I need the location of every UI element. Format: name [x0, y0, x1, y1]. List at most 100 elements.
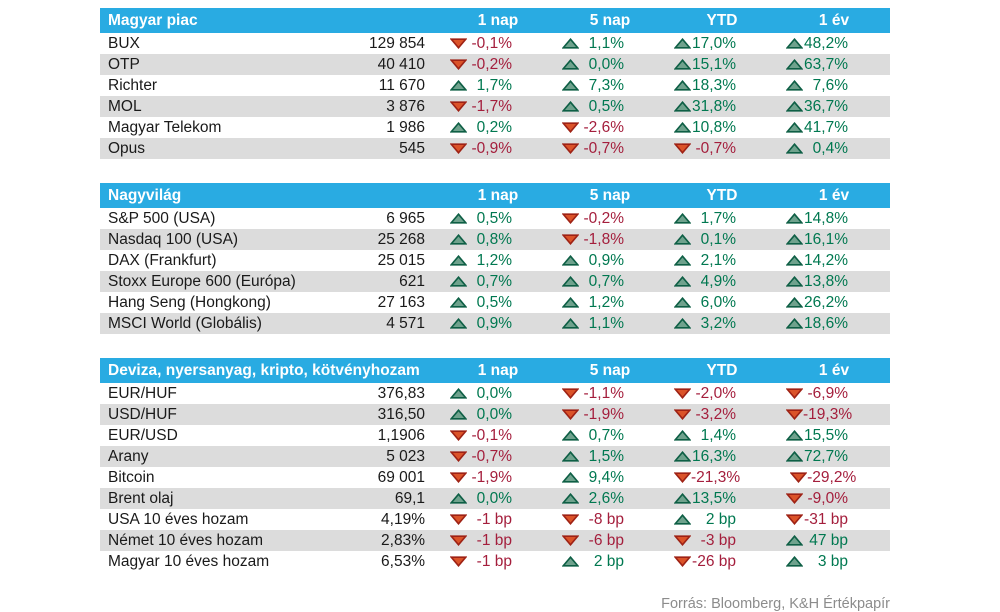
change-cell: 16,3% — [664, 448, 776, 466]
change-cell: 2,1% — [664, 252, 776, 270]
change-value: 0,5% — [588, 97, 624, 115]
change-cell: 1,4% — [664, 427, 776, 445]
instrument-name: Nasdaq 100 (USA) — [108, 230, 239, 248]
down-triangle-icon — [450, 514, 467, 525]
up-triangle-icon — [674, 451, 691, 462]
down-triangle-icon — [562, 388, 579, 399]
change-value: 0,0% — [588, 55, 624, 73]
up-triangle-icon — [562, 101, 579, 112]
up-triangle-icon — [674, 213, 691, 224]
change-value: 0,1% — [700, 230, 736, 248]
up-triangle-icon — [450, 213, 467, 224]
instrument-name: USD/HUF — [108, 405, 177, 423]
change-value: -1 bp — [476, 531, 512, 549]
up-triangle-icon — [786, 59, 803, 70]
table-row: USA 10 éves hozam 4,19% -1 bp -8 bp 2 bp -31 … — [100, 509, 890, 530]
down-triangle-icon — [786, 493, 803, 504]
instrument-value: 1,1906 — [377, 426, 425, 444]
change-value: 0,7% — [588, 272, 624, 290]
change-cell: 0,5% — [440, 294, 552, 312]
market-table-section: Magyar piac 1 nap 5 nap YTD 1 év BUX 129 854 -0… — [100, 8, 890, 159]
instrument-value: 25 015 — [377, 251, 425, 269]
up-triangle-icon — [450, 255, 467, 266]
change-cell: 4,9% — [664, 273, 776, 291]
change-cell: 0,1% — [664, 231, 776, 249]
change-cell: 0,5% — [552, 98, 664, 116]
down-triangle-icon — [562, 122, 579, 133]
change-cell: 1,7% — [664, 210, 776, 228]
change-value: -0,2% — [583, 209, 625, 227]
table-row: Stoxx Europe 600 (Európa) 621 0,7% 0,7% 4,9%… — [100, 271, 890, 292]
table-row: Hang Seng (Hongkong) 27 163 0,5% 1,2% 6,0% 26… — [100, 292, 890, 313]
down-triangle-icon — [450, 430, 467, 441]
up-triangle-icon — [562, 430, 579, 441]
change-value: 1,2% — [588, 293, 624, 311]
up-triangle-icon — [674, 234, 691, 245]
change-cell: 1,2% — [552, 294, 664, 312]
up-triangle-icon — [674, 122, 691, 133]
down-triangle-icon — [450, 38, 467, 49]
change-cell: 18,6% — [776, 315, 888, 333]
up-triangle-icon — [450, 276, 467, 287]
change-value: 2,1% — [700, 251, 736, 269]
change-value: 7,6% — [812, 76, 848, 94]
change-cell: -21,3% — [664, 469, 780, 487]
change-value: -19,3% — [803, 405, 853, 423]
change-value: 6,0% — [700, 293, 736, 311]
change-value: 7,3% — [588, 76, 624, 94]
up-triangle-icon — [674, 255, 691, 266]
table-row: Magyar 10 éves hozam 6,53% -1 bp 2 bp -26 bp… — [100, 551, 890, 572]
change-value: 72,7% — [804, 447, 848, 465]
table-row: Nasdaq 100 (USA) 25 268 0,8% -1,8% 0,1% 16,1% — [100, 229, 890, 250]
change-cell: -1,7% — [440, 98, 552, 116]
change-cell: -6 bp — [552, 532, 664, 550]
change-cell: -26 bp — [664, 553, 776, 571]
change-value: -29,2% — [807, 468, 857, 486]
change-cell: 0,7% — [552, 427, 664, 445]
down-triangle-icon — [674, 472, 691, 483]
column-header: 5 nap — [589, 11, 631, 29]
change-value: 16,1% — [804, 230, 848, 248]
up-triangle-icon — [786, 255, 803, 266]
change-cell: 7,3% — [552, 77, 664, 95]
instrument-value: 6,53% — [381, 552, 425, 570]
market-table-section: Deviza, nyersanyag, kripto, kötvényhozam… — [100, 358, 890, 572]
change-cell: 6,0% — [664, 294, 776, 312]
instrument-value: 6 965 — [386, 209, 425, 227]
change-value: -3 bp — [700, 531, 736, 549]
change-cell: 0,0% — [440, 385, 552, 403]
down-triangle-icon — [562, 535, 579, 546]
change-value: -21,3% — [691, 468, 741, 486]
down-triangle-icon — [786, 409, 803, 420]
table-row: MOL 3 876 -1,7% 0,5% 31,8% 36,7% — [100, 96, 890, 117]
change-value: 1,4% — [700, 426, 736, 444]
change-cell: 1,2% — [440, 252, 552, 270]
change-value: 1,1% — [588, 34, 624, 52]
change-value: 15,5% — [804, 426, 848, 444]
change-cell: -1,8% — [552, 231, 664, 249]
change-value: 47 bp — [809, 531, 848, 549]
change-value: -8 bp — [588, 510, 624, 528]
change-cell: 1,5% — [552, 448, 664, 466]
change-cell: -2,6% — [552, 119, 664, 137]
change-value: 3,2% — [700, 314, 736, 332]
down-triangle-icon — [790, 472, 808, 483]
change-value: -0,1% — [471, 34, 513, 52]
down-triangle-icon — [450, 535, 467, 546]
up-triangle-icon — [562, 493, 579, 504]
change-cell: 0,4% — [776, 140, 888, 158]
change-value: -1,1% — [583, 384, 625, 402]
instrument-value: 69,1 — [394, 489, 425, 507]
change-value: 26,2% — [804, 293, 848, 311]
change-cell: -0,9% — [440, 140, 552, 158]
change-cell: -9,0% — [776, 490, 888, 508]
change-cell: 0,0% — [440, 490, 552, 508]
change-value: -1,8% — [583, 230, 625, 248]
change-cell: -0,2% — [440, 56, 552, 74]
up-triangle-icon — [562, 255, 579, 266]
up-triangle-icon — [786, 430, 803, 441]
instrument-name: MOL — [108, 97, 142, 115]
table-row: Német 10 éves hozam 2,83% -1 bp -6 bp -3 bp 4… — [100, 530, 890, 551]
change-cell: -0,1% — [440, 427, 552, 445]
change-cell: 0,0% — [552, 56, 664, 74]
